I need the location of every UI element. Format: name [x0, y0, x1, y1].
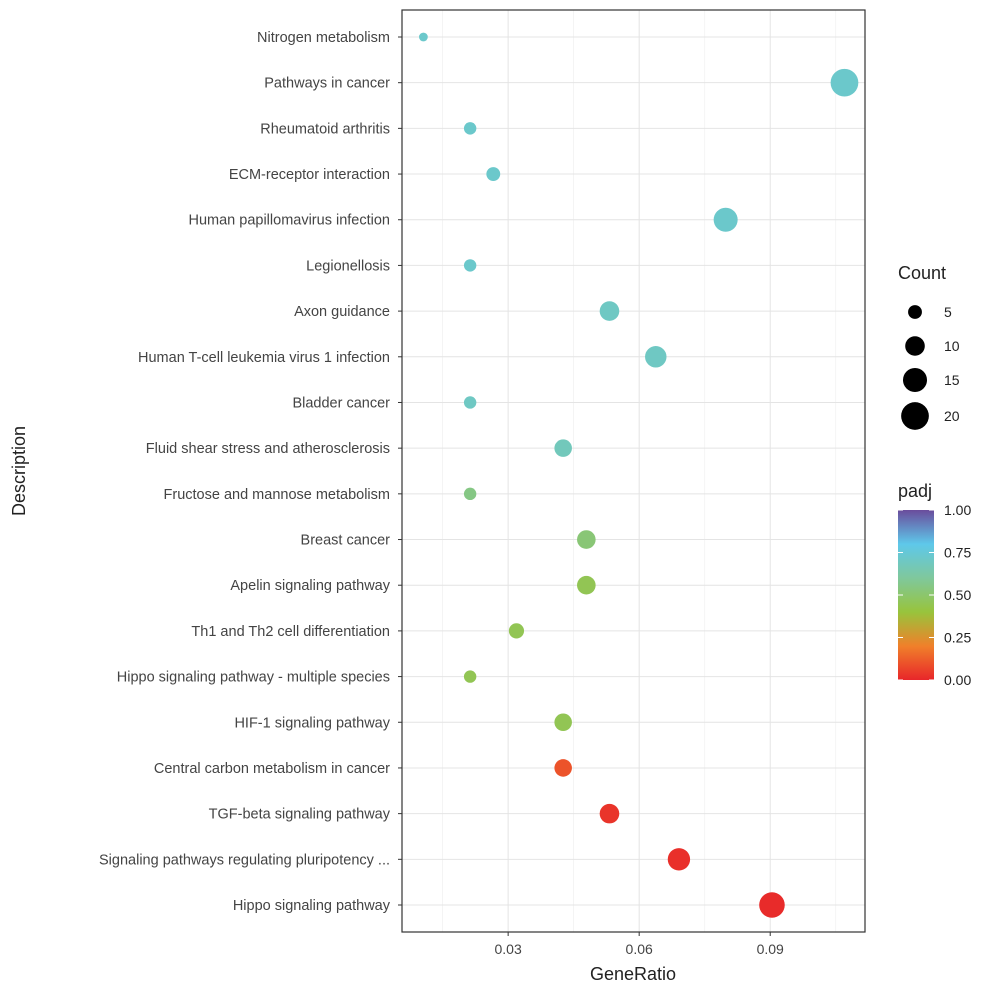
- padj-legend-label: 0.00: [944, 672, 971, 688]
- padj-legend: padj 1.00 0.75 0.50 0.25 0.00: [898, 481, 971, 688]
- y-tick-label: Axon guidance: [294, 304, 390, 320]
- count-legend: Count 5 10 15 20: [898, 263, 960, 430]
- point: [463, 259, 477, 272]
- point: [463, 670, 477, 683]
- y-tick-label: Hippo signaling pathway - multiple speci…: [117, 670, 390, 686]
- point: [713, 207, 738, 232]
- y-tick-label: Fluid shear stress and atherosclerosis: [146, 441, 390, 457]
- y-tick-label: Central carbon metabolism in cancer: [154, 761, 390, 777]
- padj-legend-label: 0.75: [944, 545, 971, 561]
- x-tick-label: 0.03: [495, 941, 522, 957]
- count-legend-key: [908, 305, 922, 319]
- y-tick-label: Fructose and mannose metabolism: [164, 487, 390, 503]
- point: [554, 439, 572, 457]
- point: [577, 530, 596, 549]
- count-legend-key: [901, 402, 929, 430]
- grid: [402, 10, 865, 932]
- point: [554, 713, 572, 732]
- y-tick-label: Human T-cell leukemia virus 1 infection: [138, 350, 390, 366]
- data-points: [419, 32, 859, 918]
- x-tick-label: 0.06: [626, 941, 653, 957]
- x-axis: 0.03 0.06 0.09: [495, 932, 784, 957]
- count-legend-key: [902, 367, 928, 393]
- y-tick-label: Pathways in cancer: [264, 76, 390, 92]
- plot-panel-border: [401, 9, 866, 933]
- point: [599, 301, 620, 321]
- point: [645, 346, 667, 368]
- padj-legend-label: 0.25: [944, 630, 971, 646]
- y-tick-label: Rheumatoid arthritis: [260, 121, 390, 137]
- y-tick-label: Signaling pathways regulating pluripoten…: [99, 852, 390, 868]
- count-legend-label: 5: [944, 304, 952, 320]
- padj-legend-title: padj: [898, 481, 932, 501]
- y-tick-label: Breast cancer: [301, 533, 391, 549]
- count-legend-label: 15: [944, 372, 960, 388]
- count-legend-key: [905, 336, 925, 356]
- count-legend-title: Count: [898, 263, 946, 283]
- padj-legend-label: 1.00: [944, 502, 971, 518]
- y-axis-label: Description: [9, 426, 29, 516]
- point: [577, 575, 596, 595]
- point: [463, 487, 477, 501]
- point: [463, 122, 477, 135]
- point: [667, 848, 691, 871]
- point: [419, 32, 428, 42]
- count-legend-label: 20: [944, 408, 960, 424]
- padj-colorbar: [898, 510, 934, 680]
- x-axis-label: GeneRatio: [590, 964, 676, 984]
- point: [599, 803, 620, 824]
- padj-legend-label: 0.50: [944, 587, 971, 603]
- plot-background: [402, 10, 865, 932]
- point: [508, 623, 525, 639]
- y-tick-label: Hippo signaling pathway: [233, 898, 391, 914]
- y-tick-label: Apelin signaling pathway: [230, 578, 390, 594]
- x-tick-label: 0.09: [757, 941, 784, 957]
- point: [463, 396, 477, 409]
- y-tick-label: HIF-1 signaling pathway: [234, 715, 390, 731]
- y-tick-label: Legionellosis: [306, 258, 390, 274]
- y-tick-label: TGF-beta signaling pathway: [209, 807, 391, 823]
- y-tick-label: ECM-receptor interaction: [229, 167, 390, 183]
- y-axis: Nitrogen metabolism Pathways in cancer Rhe…: [99, 30, 402, 914]
- point: [759, 892, 785, 918]
- y-tick-label: Th1 and Th2 cell differentiation: [191, 624, 390, 640]
- point: [830, 68, 859, 97]
- point: [486, 167, 501, 181]
- count-legend-label: 10: [944, 338, 960, 354]
- point: [554, 759, 572, 777]
- y-tick-label: Nitrogen metabolism: [257, 30, 390, 46]
- y-tick-label: Human papillomavirus infection: [189, 213, 391, 229]
- y-tick-label: Bladder cancer: [292, 395, 390, 411]
